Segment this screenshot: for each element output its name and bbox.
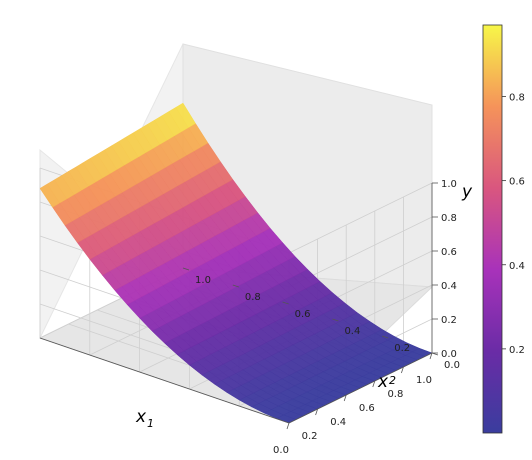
x1-tick-label: 0.6 [359, 403, 375, 414]
x1-tick-label: 0.4 [330, 417, 346, 428]
tick-labels: 0.0 0.2 0.4 0.6 0.8 1.0 0.0 0.2 0.4 0.6 0.8 1.0 0.0 0… [182, 179, 460, 456]
x1-tick-label: 1.0 [416, 375, 432, 386]
z-tick-label: 0.0 [441, 349, 457, 360]
grid-line [288, 182, 433, 254]
x-axis-label: x 1 [135, 407, 154, 430]
x2-tick-mark [382, 335, 389, 339]
colorbar-tick-label: 0.6 [509, 177, 525, 188]
x2-tick-mark [282, 301, 289, 305]
x2-tick-label: 0.6 [295, 309, 311, 320]
x2-tick-label: 1.0 [195, 275, 211, 286]
surface-patch [39, 183, 60, 208]
y-axis-label: x 2 [377, 372, 396, 392]
x2-tick-label: 0.8 [245, 292, 261, 303]
x2-tick-label: 0.2 [394, 343, 410, 354]
x1-tick-mark [286, 422, 290, 430]
z-tick-label: 0.6 [441, 247, 457, 258]
x-axis-label-sub: 1 [147, 417, 154, 430]
x-axis-label-text: x [135, 407, 147, 427]
x1-tick-label: 0.8 [387, 389, 403, 400]
colorbar-gradient [482, 24, 503, 434]
z-tick-label: 0.2 [441, 315, 457, 326]
colorbar: 0.2 0.4 0.6 0.8 [482, 24, 525, 434]
colorbar-tick-label: 0.2 [509, 345, 525, 356]
x1-tick-mark [315, 408, 318, 416]
colorbar-ticks: 0.2 0.4 0.6 0.8 [502, 93, 525, 356]
z-tick-label: 0.8 [441, 213, 457, 224]
y-axis-label-sub: 2 [389, 374, 396, 387]
x1-tick-mark [372, 380, 376, 388]
x2-axis-line [288, 352, 433, 424]
x2-tick-label: 0.4 [344, 326, 360, 337]
x2-tick-label: 0.0 [444, 360, 460, 371]
colorbar-tick-label: 0.8 [509, 93, 525, 104]
x2-tick-mark [182, 267, 190, 271]
x1-tick-label: 0.2 [302, 431, 318, 442]
surface [39, 102, 433, 424]
y-axis-label-text: x [377, 372, 389, 392]
x1-axis-line [39, 337, 290, 424]
x2-tick-mark [332, 318, 339, 322]
x2-tick-mark [232, 284, 239, 288]
axis-lines [39, 183, 433, 424]
x1-tick-mark [401, 366, 404, 374]
x1-tick-mark [343, 394, 347, 402]
z-tick-label: 1.0 [441, 179, 457, 190]
x1-tick-label: 0.0 [273, 445, 289, 456]
colorbar-tick-label: 0.4 [509, 261, 525, 272]
z-axis-label: y [461, 182, 473, 202]
x1-tick-mark [429, 352, 433, 360]
z-tick-label: 0.4 [441, 281, 457, 292]
